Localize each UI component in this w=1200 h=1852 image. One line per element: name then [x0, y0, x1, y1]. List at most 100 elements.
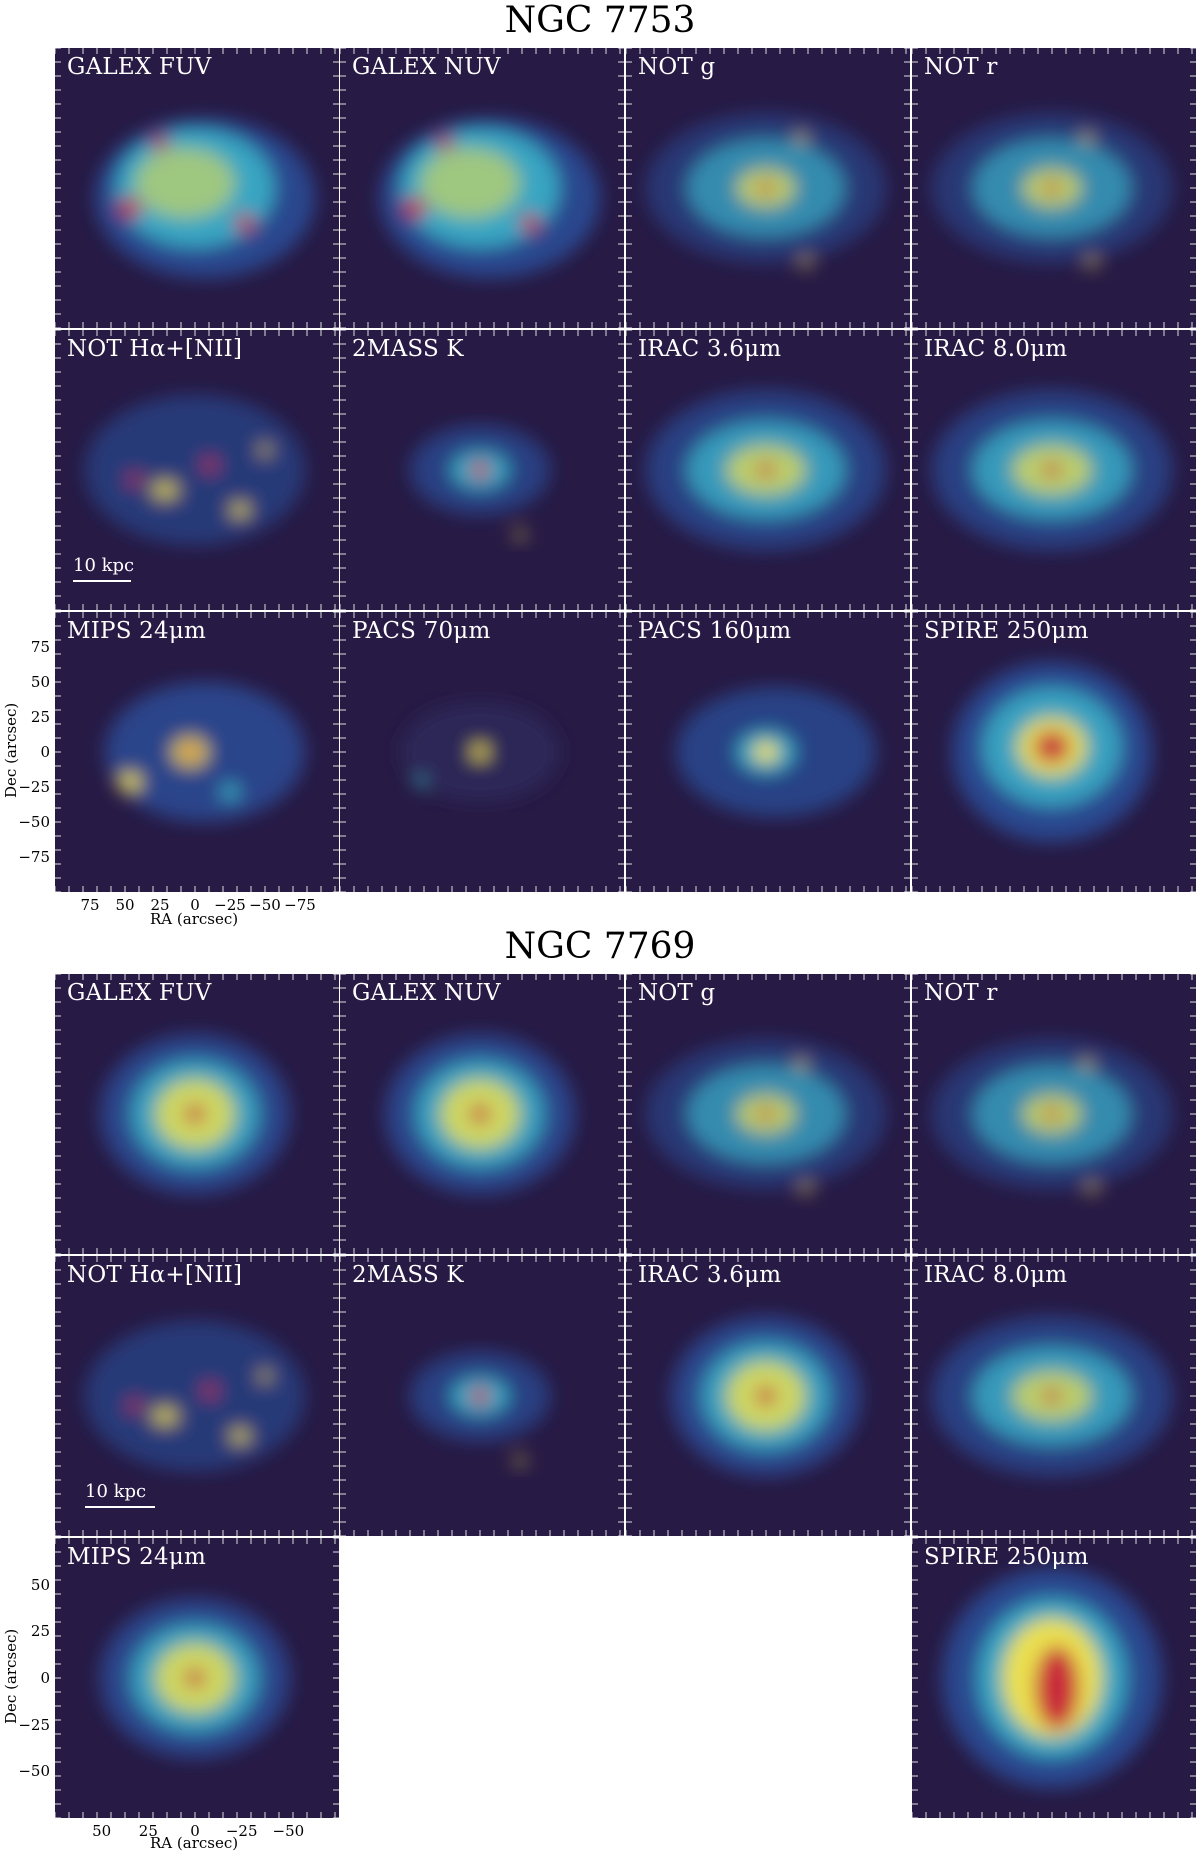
image-panel: NOT g	[626, 48, 910, 328]
galaxy-image	[340, 330, 624, 610]
panel-label: 2MASS K	[352, 336, 464, 362]
figure-title-ngc7769: NGC 7769	[504, 926, 696, 967]
x-tick-label: 25	[150, 896, 170, 914]
panel-label: NOT r	[924, 980, 998, 1006]
image-panel: NOT Hα+[NII] 10 kpc	[55, 330, 339, 610]
scale-bar-line	[85, 1506, 155, 1508]
x-tick-label: −25	[214, 896, 246, 914]
panel-label: GALEX FUV	[67, 54, 212, 80]
image-panel: GALEX NUV	[340, 974, 624, 1254]
x-tick-label: 50	[92, 1822, 112, 1840]
y-tick-label: −50	[18, 813, 50, 831]
image-panel: IRAC 8.0μm	[912, 1256, 1196, 1536]
galaxy-image	[55, 48, 339, 328]
scale-bar: 10 kpc	[73, 555, 134, 582]
x-tick-label: 75	[80, 896, 100, 914]
galaxy-image	[55, 330, 339, 610]
panel-label: IRAC 8.0μm	[924, 336, 1068, 362]
galaxy-image	[626, 1256, 910, 1536]
panel-label: NOT g	[638, 980, 716, 1006]
panel-label: 2MASS K	[352, 1262, 464, 1288]
y-tick-label: −25	[18, 1715, 50, 1734]
galaxy-image	[912, 330, 1196, 610]
panel-label: NOT g	[638, 54, 716, 80]
galaxy-image	[626, 48, 910, 328]
scale-bar-line	[73, 580, 131, 582]
panel-label: IRAC 3.6μm	[638, 336, 782, 362]
galaxy-image	[912, 48, 1196, 328]
scale-bar: 10 kpc	[85, 1481, 155, 1508]
panel-label: PACS 70μm	[352, 618, 491, 644]
y-tick-label: −25	[18, 778, 50, 796]
x-tick-label: −50	[249, 896, 281, 914]
panel-label: IRAC 3.6μm	[638, 1262, 782, 1288]
x-tick-label: 0	[190, 1822, 200, 1840]
panel-label: SPIRE 250μm	[924, 618, 1089, 644]
image-panel: MIPS 24μm	[55, 1538, 339, 1818]
galaxy-image	[340, 1256, 624, 1536]
xaxis-label-ngc7769: RA (arcsec)	[150, 1834, 239, 1852]
y-tick-label: −50	[18, 1762, 50, 1781]
x-tick-label: 25	[138, 1822, 158, 1840]
yaxis-label-ngc7753: Dec (arcsec)	[2, 702, 20, 798]
image-panel: SPIRE 250μm	[912, 612, 1196, 892]
y-tick-label: 0	[40, 1669, 50, 1687]
image-panel: NOT g	[626, 974, 910, 1254]
image-panel: 2MASS K	[340, 330, 624, 610]
panel-label: NOT Hα+[NII]	[67, 336, 243, 362]
panel-label: SPIRE 250μm	[924, 1544, 1089, 1570]
galaxy-image	[626, 974, 910, 1254]
image-panel: SPIRE 250μm	[912, 1538, 1196, 1818]
panel-label: MIPS 24μm	[67, 1544, 207, 1570]
galaxy-image	[340, 612, 624, 892]
galaxy-image	[340, 48, 624, 328]
galaxy-image	[912, 974, 1196, 1254]
figure-title-ngc7753: NGC 7753	[504, 0, 696, 41]
x-tick-label: −50	[272, 1822, 305, 1840]
galaxy-image	[626, 330, 910, 610]
y-tick-label: −75	[18, 848, 50, 866]
panel-label: MIPS 24μm	[67, 618, 207, 644]
galaxy-image	[912, 1538, 1196, 1818]
yaxis-label-ngc7769: Dec (arcsec)	[2, 1628, 20, 1724]
image-panel: NOT r	[912, 974, 1196, 1254]
xaxis-label-ngc7753: RA (arcsec)	[150, 910, 239, 928]
galaxy-image	[626, 612, 910, 892]
x-tick-label: −25	[225, 1822, 258, 1840]
y-tick-label: 25	[30, 708, 50, 726]
y-tick-label: 50	[30, 1575, 50, 1594]
image-panel: PACS 160μm	[626, 612, 910, 892]
panel-label: PACS 160μm	[638, 618, 792, 644]
y-tick-label: 25	[30, 1622, 50, 1641]
panel-label: NOT r	[924, 54, 998, 80]
image-panel: 2MASS K	[340, 1256, 624, 1536]
image-panel: GALEX FUV	[55, 974, 339, 1254]
galaxy-image	[912, 612, 1196, 892]
galaxy-image	[55, 612, 339, 892]
panel-label: GALEX NUV	[352, 980, 501, 1006]
x-tick-label: 50	[115, 896, 135, 914]
image-panel: PACS 70μm	[340, 612, 624, 892]
panel-label: IRAC 8.0μm	[924, 1262, 1068, 1288]
panel-label: GALEX FUV	[67, 980, 212, 1006]
galaxy-image	[55, 974, 339, 1254]
y-tick-label: 75	[30, 638, 50, 656]
image-panel: IRAC 3.6μm	[626, 1256, 910, 1536]
x-tick-label: 0	[190, 896, 200, 914]
galaxy-image	[55, 1256, 339, 1536]
galaxy-image	[912, 1256, 1196, 1536]
image-panel: GALEX FUV	[55, 48, 339, 328]
image-panel: GALEX NUV	[340, 48, 624, 328]
galaxy-image	[340, 974, 624, 1254]
y-tick-label: 50	[30, 673, 50, 691]
image-panel: NOT r	[912, 48, 1196, 328]
panel-label: GALEX NUV	[352, 54, 501, 80]
panel-label: NOT Hα+[NII]	[67, 1262, 243, 1288]
x-tick-label: −75	[284, 896, 316, 914]
image-panel: IRAC 8.0μm	[912, 330, 1196, 610]
image-panel: NOT Hα+[NII] 10 kpc	[55, 1256, 339, 1536]
image-panel: IRAC 3.6μm	[626, 330, 910, 610]
image-panel: MIPS 24μm	[55, 612, 339, 892]
galaxy-image	[55, 1538, 339, 1818]
y-tick-label: 0	[40, 743, 50, 761]
